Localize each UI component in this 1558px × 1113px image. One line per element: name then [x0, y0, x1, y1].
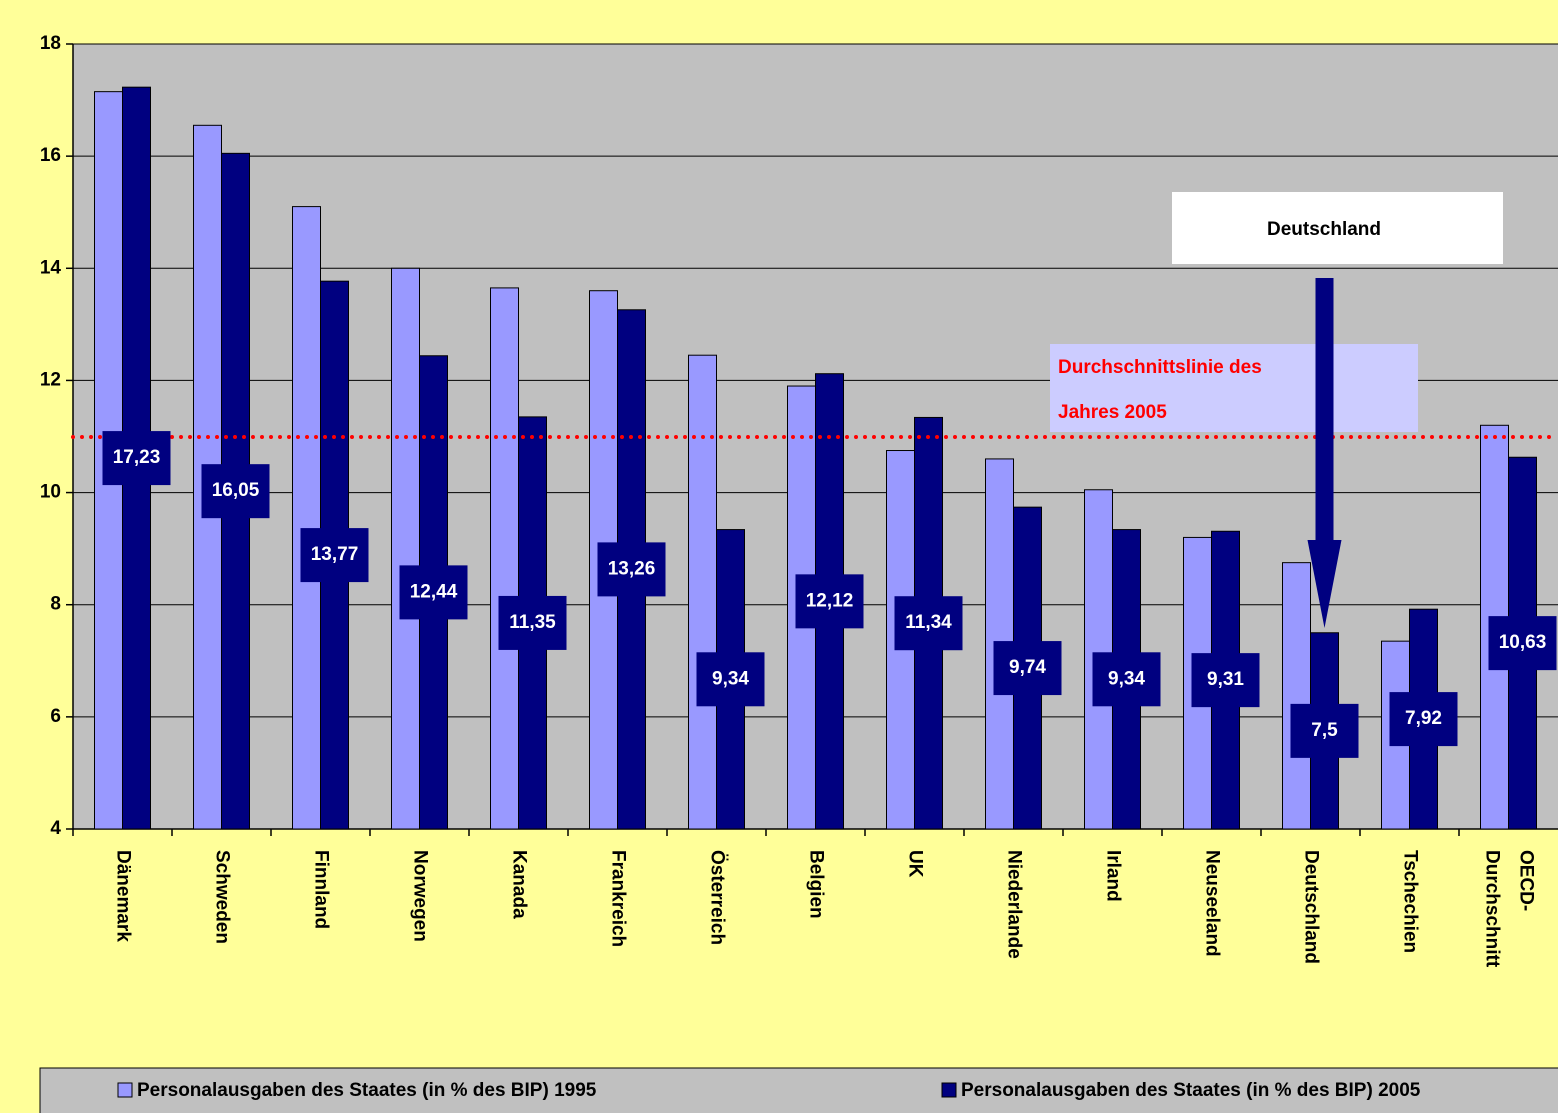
data-label-box: [597, 542, 666, 597]
data-label-box: [696, 652, 765, 707]
x-tick-label: Schweden: [211, 850, 232, 944]
data-label: 16,05: [212, 480, 260, 501]
data-label-box: [1092, 652, 1161, 707]
x-tick-label: Österreich: [706, 850, 727, 945]
bar: [490, 287, 519, 830]
reference-label-box: [1050, 344, 1418, 432]
reference-label: Jahres 2005: [1058, 402, 1167, 423]
legend-label: Personalausgaben des Staates (in % des B…: [961, 1080, 1421, 1101]
data-label: 9,34: [712, 668, 749, 689]
data-label-box: [993, 641, 1062, 696]
y-tick-label: 12: [40, 369, 61, 390]
x-tick-label: Niederlande: [1003, 850, 1024, 959]
annotation-box: [1172, 192, 1503, 264]
x-tick-label: Kanada: [508, 850, 529, 919]
x-tick-label: Frankreich: [607, 850, 628, 947]
x-tick-label-line: Durchschnitt: [1481, 850, 1502, 968]
data-label-box: [1290, 703, 1359, 758]
x-tick-label: Dänemark: [112, 850, 133, 942]
data-label: 9,34: [1108, 668, 1145, 689]
y-tick-label: 14: [40, 257, 62, 278]
data-label-box: [894, 596, 963, 651]
data-label: 11,34: [905, 612, 952, 633]
bar: [292, 206, 321, 830]
data-label-box: [102, 431, 171, 486]
legend-swatch: [941, 1082, 957, 1098]
data-label: 9,31: [1207, 669, 1244, 690]
data-label: 13,26: [608, 558, 656, 579]
data-label-box: [1389, 692, 1458, 747]
data-label-box: [1488, 616, 1557, 671]
y-tick-label: 18: [40, 33, 61, 54]
x-tick-label: UK: [904, 850, 925, 878]
x-tick-label: OECD- Durchschnitt: [1481, 850, 1536, 968]
data-label-box: [498, 595, 567, 650]
legend-label: Personalausgaben des Staates (in % des B…: [137, 1080, 597, 1101]
data-label: 7,92: [1405, 708, 1442, 729]
data-label: 13,77: [311, 544, 359, 565]
data-label: 11,35: [509, 612, 556, 633]
bar: [391, 267, 420, 830]
bar: [1282, 562, 1311, 830]
x-tick-label: Deutschland: [1300, 850, 1321, 964]
y-tick-label: 16: [40, 145, 61, 166]
x-tick-label: Finnland: [310, 850, 331, 929]
data-label-box: [201, 464, 270, 519]
y-tick-label: 4: [50, 818, 61, 839]
overlay: 17,23 16,05 13,77 12,44 11,35 13,26 9,34 12,12 1…: [71, 192, 1558, 758]
data-label-box: [1191, 653, 1260, 708]
data-label: 12,12: [806, 590, 854, 611]
y-tick-label: 10: [40, 482, 61, 503]
data-label: 17,23: [113, 447, 161, 468]
data-label: 7,5: [1311, 720, 1338, 741]
data-label: 12,44: [410, 581, 458, 602]
data-label-box: [399, 565, 468, 620]
y-tick-label: 6: [50, 706, 61, 727]
legend-swatch: [117, 1082, 133, 1098]
data-label: 10,63: [1499, 632, 1547, 653]
x-tick-label: Irland: [1102, 850, 1123, 902]
data-label-box: [795, 574, 864, 629]
annotation-arrow: [1307, 278, 1342, 628]
x-tick-label: Norwegen: [409, 850, 430, 942]
data-label-box: [300, 528, 369, 583]
reference-label: Durchschnittslinie des: [1058, 357, 1262, 378]
legend: [39, 1067, 1558, 1113]
x-tick-label: Neuseeland: [1201, 850, 1222, 957]
bar: [688, 354, 717, 830]
x-tick-label: Tschechien: [1399, 850, 1420, 953]
y-tick-label: 8: [50, 594, 61, 615]
annotation: Deutschland: [1267, 219, 1381, 240]
x-tick-label-line: OECD-: [1515, 850, 1536, 911]
data-label: 9,74: [1009, 657, 1046, 678]
x-tick-label: Belgien: [805, 850, 826, 919]
